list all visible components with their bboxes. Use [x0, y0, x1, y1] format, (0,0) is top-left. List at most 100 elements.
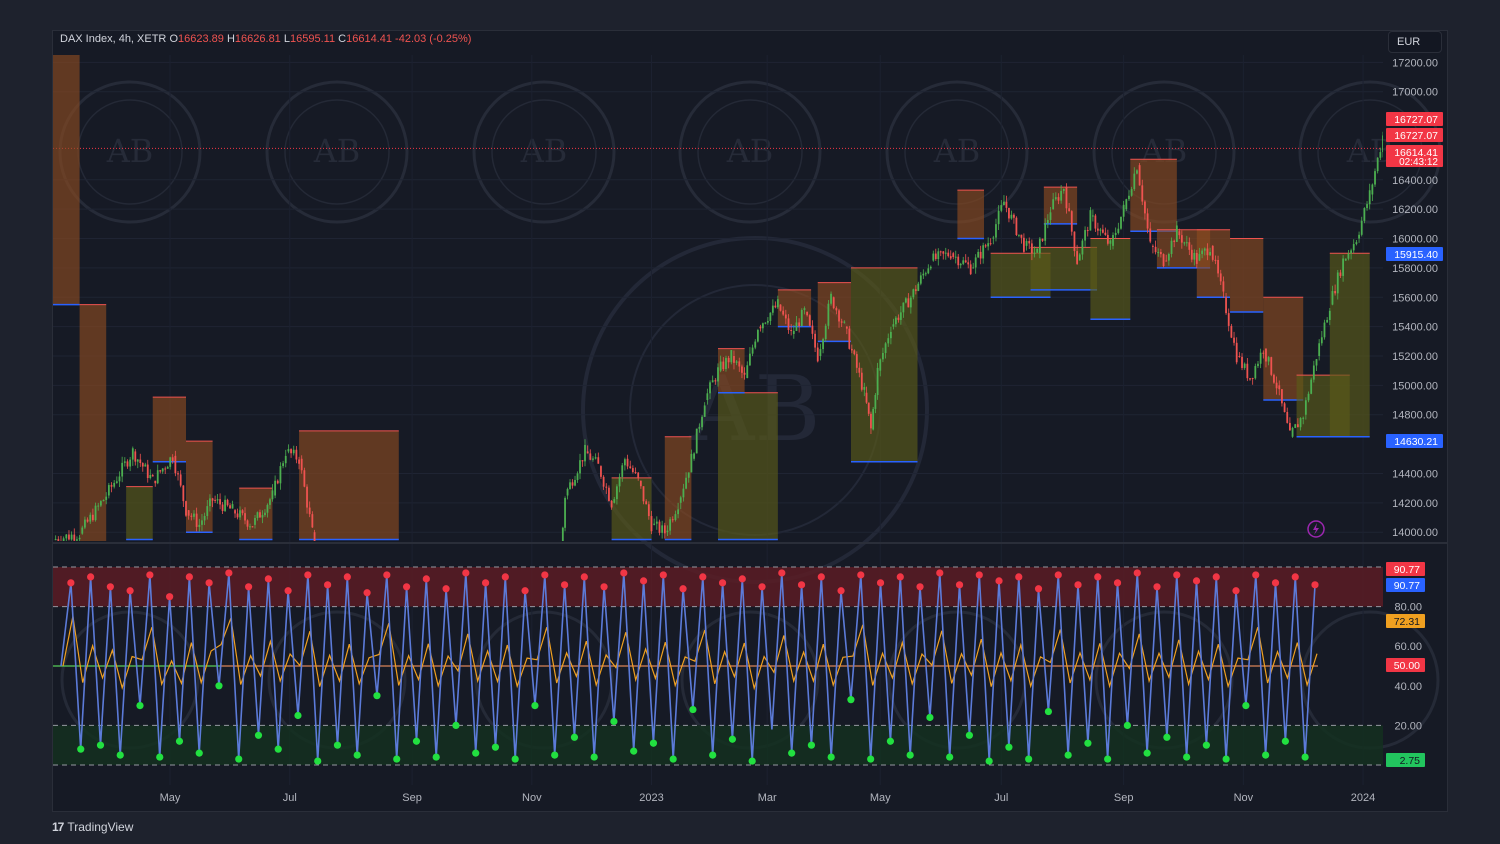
candle-body — [1374, 171, 1376, 185]
candle-body — [637, 472, 640, 478]
overbought-dot — [600, 583, 608, 591]
candle-body — [1227, 313, 1230, 326]
y-tick-label: 14200.00 — [1392, 498, 1438, 510]
candle-body — [1281, 389, 1283, 404]
candle-body — [771, 305, 774, 313]
overbought-dot — [442, 585, 450, 593]
candle-body — [682, 488, 685, 498]
signal-dot — [1123, 721, 1131, 730]
candle-body — [738, 361, 741, 367]
candle-body — [884, 343, 887, 353]
currency-button[interactable]: EUR — [1388, 31, 1442, 53]
candle-body — [690, 453, 693, 473]
symbol-label[interactable]: DAX Index, 4h, XETR — [60, 33, 167, 45]
overbought-dot — [857, 571, 865, 579]
osc-value-badge-text: 50.00 — [1394, 660, 1420, 672]
osc-value-badge — [1386, 753, 1425, 767]
candle-body — [211, 498, 214, 501]
tradingview-logo[interactable]: 17 TradingView — [52, 820, 133, 834]
candle-body — [711, 380, 714, 383]
candle-body — [764, 322, 767, 324]
candle-body — [969, 264, 972, 275]
candle-body — [757, 330, 759, 342]
candle-body — [569, 482, 571, 490]
watermark-initials: AB — [313, 132, 361, 170]
candle-body — [1114, 232, 1117, 236]
candle-body — [115, 481, 118, 483]
watermark-seal-inner — [904, 99, 1010, 205]
candle-body — [1334, 291, 1337, 294]
x-tick-label: Sep — [1114, 792, 1134, 804]
oversold-dot — [788, 749, 796, 757]
candle-body — [1211, 245, 1214, 260]
candle-body — [1041, 238, 1044, 241]
candle-body — [171, 457, 174, 462]
candle-body — [798, 322, 801, 327]
candle-body — [76, 539, 78, 541]
demand-zone — [718, 392, 778, 540]
candle-body — [139, 459, 142, 464]
candle-body — [1331, 291, 1334, 305]
overbought-dot — [1271, 579, 1280, 587]
supply-zone — [1230, 238, 1264, 312]
candle-body — [819, 349, 822, 356]
candle-body — [803, 308, 806, 310]
oversold-dot — [353, 751, 361, 759]
candle-body — [131, 448, 134, 460]
oversold-dot — [669, 755, 677, 763]
candle-body — [1366, 204, 1368, 209]
candle-body — [1299, 418, 1302, 428]
candle-body — [832, 297, 835, 309]
candle-body — [1289, 422, 1291, 431]
candle-body — [1230, 325, 1233, 338]
signal-dot — [294, 711, 302, 720]
candle-body — [1038, 238, 1041, 254]
candle-body — [814, 333, 816, 348]
overbought-band — [53, 567, 1383, 607]
y-tick-label: 15600.00 — [1392, 292, 1438, 304]
candle-body — [1081, 240, 1084, 255]
candle-body — [937, 251, 940, 260]
osc-value-badge — [1386, 562, 1425, 576]
supply-zone — [53, 55, 80, 305]
candle-body — [992, 237, 995, 239]
overbought-dot — [205, 579, 213, 587]
overbought-dot — [580, 573, 588, 581]
overbought-dot — [1113, 579, 1122, 587]
candle-body — [858, 367, 861, 373]
overbought-dot — [916, 583, 924, 591]
candle-body — [808, 315, 811, 326]
overbought-dot — [679, 585, 687, 593]
candle-body — [779, 304, 782, 311]
lightning-icon[interactable] — [1307, 520, 1325, 538]
overbought-dot — [1094, 573, 1102, 581]
candle-body — [1257, 363, 1259, 367]
candle-body — [1382, 135, 1383, 153]
candle-body — [144, 464, 147, 467]
candle-body — [722, 361, 725, 370]
overbought-dot — [639, 577, 648, 585]
candle-body — [727, 357, 730, 363]
candle-body — [561, 527, 564, 541]
candle-body — [733, 355, 735, 363]
signal-dot — [610, 717, 618, 726]
signal-dot — [847, 696, 855, 704]
candle-body — [190, 515, 193, 517]
candle-body — [934, 253, 937, 260]
stochastic-oscillator — [53, 566, 1383, 766]
oversold-dot — [274, 745, 282, 753]
candle-body — [209, 498, 211, 507]
candle-body — [870, 413, 872, 429]
y-tick-label: 14400.00 — [1392, 468, 1438, 480]
overbought-dot — [1015, 573, 1023, 581]
candle-body — [110, 485, 113, 487]
overbought-dot — [1291, 573, 1299, 581]
candle-body — [1030, 243, 1033, 254]
candle-body — [1352, 244, 1355, 251]
candle-body — [271, 490, 274, 500]
overbought-dot — [620, 569, 628, 577]
overbought-dot — [501, 573, 509, 581]
overbought-dot — [126, 587, 134, 595]
candle-body — [1157, 252, 1160, 254]
watermark-seal-inner — [697, 99, 803, 205]
